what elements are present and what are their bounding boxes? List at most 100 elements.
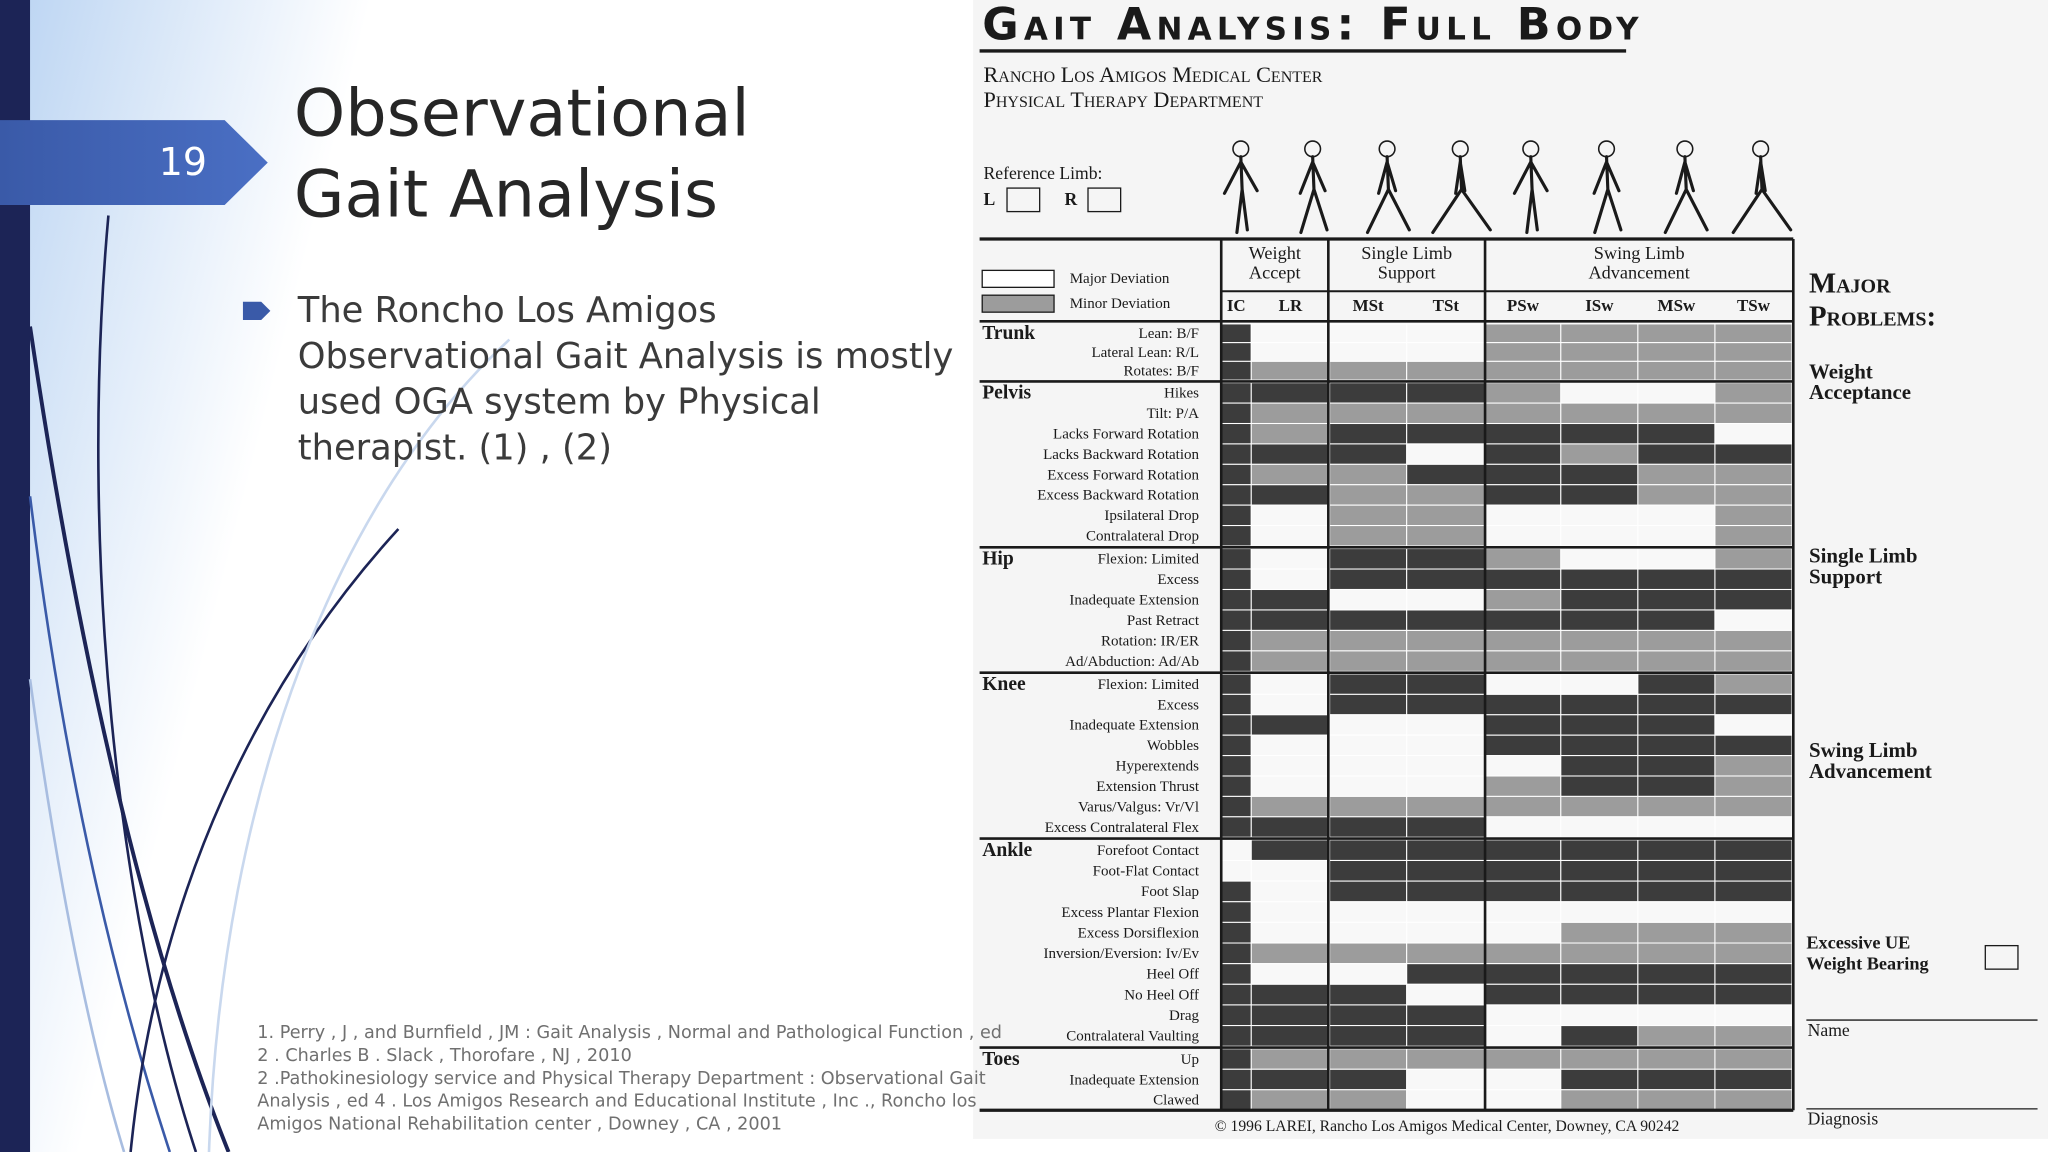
walking-figure [1431,155,1492,235]
grid-cell [1484,921,1562,944]
grid-cell [1329,839,1408,861]
grid-cell [1484,342,1562,362]
reference: 2 . Charles B . Slack , Thorofare , NJ ,… [257,1046,631,1066]
grid-cell [1250,1025,1331,1047]
grid-cell [1637,755,1716,777]
grid-cell [1484,323,1562,344]
grid-cell [1406,402,1486,425]
grid-cell [1560,402,1639,425]
grid-cell [1406,1048,1486,1070]
row-label: Tilt: P/A [1147,406,1200,422]
grid-cell [1329,901,1408,923]
grid-cell [1714,942,1793,965]
grid-cell [1250,673,1331,695]
grid-cell [1560,859,1639,882]
grid-cell [1406,1025,1486,1047]
grid-cell [1406,650,1486,672]
excessive-ue-label: Weight Bearing [1806,953,1928,973]
bullet-text: The Roncho Los Amigos [297,290,717,331]
grid-cell [1714,1004,1793,1027]
grid-cell [1637,463,1716,486]
grid-cell [1250,422,1331,445]
grid-cell [1329,673,1408,695]
section-label: Pelvis [982,383,1031,404]
grid-cell [1560,629,1639,652]
grid-cell [1637,323,1716,344]
grid-cell [1484,755,1562,777]
grid-cell [1220,942,1252,965]
grid-cell [1406,942,1486,965]
grid-cell [1560,673,1639,695]
row-label: Foot Slap [1141,884,1199,900]
walking-figure [1512,155,1549,235]
grid-cell [1714,525,1793,547]
grid-cell [1714,382,1793,404]
grid-cell [1329,402,1408,425]
grid-cell [1714,795,1793,818]
grid-cell [1637,609,1716,631]
grid-cell [1329,816,1408,838]
grid-cell [1484,568,1562,591]
grid-cell [1484,609,1562,631]
grid-cell [1406,323,1486,344]
grid-cell [1560,775,1639,797]
grid-cell [1329,568,1408,591]
grid-cell [1329,525,1408,547]
row-label: Excess Backward Rotation [1037,488,1199,504]
phase-group-label: Support [1378,262,1436,282]
reference: 1. Perry , J , and Burnfield , JM : Gait… [257,1023,1002,1043]
grid-cell [1637,795,1716,818]
slide-number-tab [0,120,268,206]
row-label: Ipsilateral Drop [1104,508,1199,524]
grid-cell [1484,504,1562,527]
grid-cell [1220,859,1252,882]
grid-cell [1714,402,1793,425]
grid-cell [1637,734,1716,757]
grid-cell [1714,1025,1793,1047]
grid-cell [1329,880,1408,903]
grid-cell [1220,673,1252,695]
grid-cell [1637,650,1716,672]
grid-cell [1406,816,1486,838]
grid-cell [1250,880,1331,903]
grid-cell [1714,588,1793,611]
grid-cell [1406,422,1486,445]
row-label: Foot-Flat Contact [1093,864,1200,880]
grid-cell [1250,342,1331,362]
grid-cell [1329,983,1408,1006]
grid-cell [1220,839,1252,861]
grid-cell [1406,568,1486,591]
grid-cell [1714,859,1793,882]
grid-cell [1329,484,1408,506]
phase-label: MSw [1658,296,1696,315]
grid-cell [1637,942,1716,965]
grid-cell [1637,921,1716,944]
section-label: Toes [982,1049,1020,1070]
grid-cell [1220,921,1252,944]
grid-cell [1250,816,1331,838]
grid-cell [1560,1025,1639,1047]
row-label: Forefoot Contact [1097,843,1200,859]
grid-cell [1637,839,1716,861]
grid-cell [1714,323,1793,344]
grid-cell [1484,693,1562,716]
grid-cell [1637,629,1716,652]
grid-cell [1250,734,1331,757]
grid-cell [1406,775,1486,797]
walking-figure [1731,155,1793,235]
grid-cell [1406,839,1486,861]
grid-cell [1220,323,1252,344]
limb-label: L [984,189,996,209]
grid-cell [1250,402,1331,425]
reference: Analysis , ed 4 . Los Amigos Research an… [257,1092,976,1112]
grid-cell [1484,880,1562,903]
grid-cell [1714,504,1793,527]
grid-cell [1560,839,1639,861]
grid-cell [1484,1089,1562,1111]
grid-cell [1484,734,1562,757]
grid-cell [1406,609,1486,631]
grid-cell [1250,775,1331,797]
grid-cell [1250,755,1331,777]
grid-cell [1560,1068,1639,1091]
